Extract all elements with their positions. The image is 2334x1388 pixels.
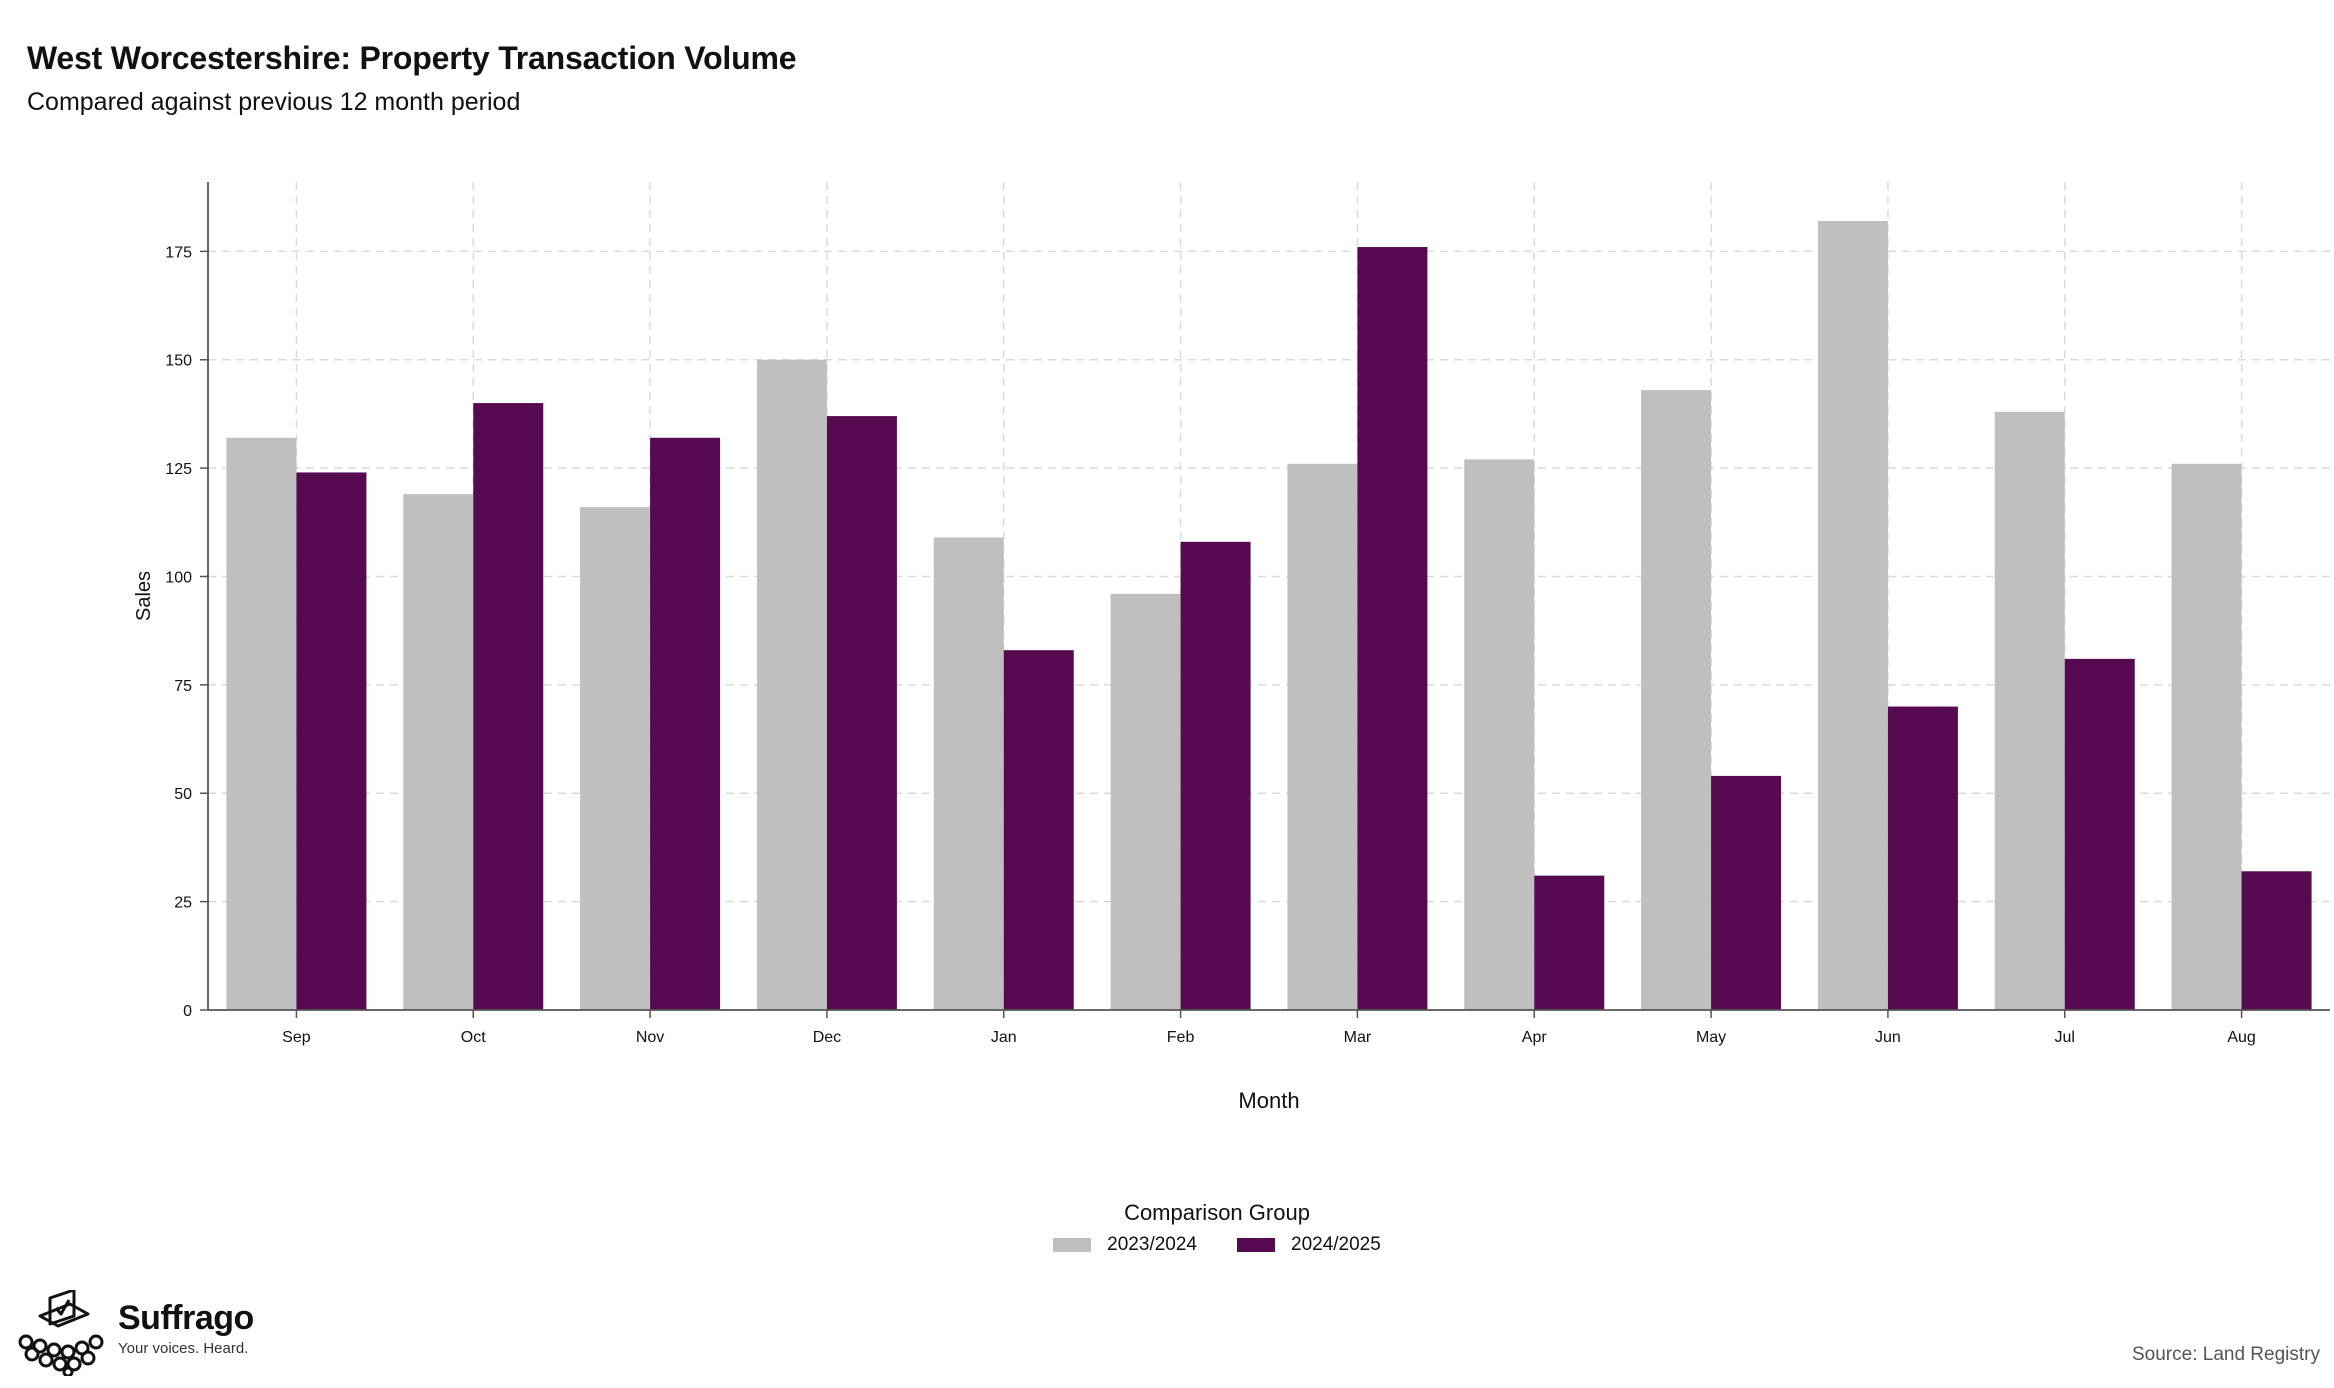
x-tick-label: Apr	[1522, 1029, 1548, 1046]
brand-name: Suffrago	[118, 1299, 254, 1337]
bar-2024-2025-jun	[1887, 706, 1958, 1010]
bar-chart: 0 25 50 75 100 125 150 175 Sep Oct Nov Dec Jan Feb Mar…	[133, 182, 2330, 1113]
bar-2024-2025-aug	[2241, 871, 2312, 1010]
y-tick-label: 125	[165, 461, 192, 478]
x-tick-label: Oct	[461, 1029, 486, 1046]
x-tick-label: Jul	[2055, 1029, 2075, 1046]
bar-2024-2025-jan	[1003, 650, 1074, 1010]
legend-swatch-2024-2025	[1237, 1238, 1275, 1252]
legend-title: Comparison Group	[1124, 1200, 1310, 1225]
x-axis-label: Month	[1238, 1088, 1299, 1113]
bar-2023-2024-jun	[1817, 221, 1888, 1011]
bar-2024-2025-dec	[826, 416, 897, 1010]
bar-2023-2024-feb	[1110, 593, 1181, 1010]
bar-2023-2024-may	[1641, 390, 1712, 1011]
bar-2024-2025-may	[1711, 775, 1782, 1010]
legend-item-2024-2025: 2024/2025	[1237, 1234, 1381, 1256]
x-tick-label: Dec	[813, 1029, 841, 1046]
y-tick-label: 150	[165, 353, 192, 370]
bar-2024-2025-mar	[1357, 247, 1428, 1010]
bar-2024-2025-nov	[650, 437, 721, 1010]
legend-label-2024-2025: 2024/2025	[1291, 1234, 1381, 1255]
y-tick-label: 50	[174, 786, 192, 803]
brand-logo: Suffrago Your voices. Heard.	[14, 1290, 254, 1376]
y-tick-label: 75	[174, 678, 192, 695]
axis-layer: 0 25 50 75 100 125 150 175 Sep Oct Nov Dec Jan Feb Mar…	[165, 182, 2330, 1046]
x-tick-label: Feb	[1167, 1029, 1195, 1046]
bar-2024-2025-jul	[2064, 658, 2135, 1010]
bar-2024-2025-apr	[1534, 875, 1605, 1010]
chart-title: West Worcestershire: Property Transactio…	[27, 40, 797, 76]
legend-label-2023-2024: 2023/2024	[1107, 1234, 1197, 1255]
ballot-box-icon	[18, 1290, 104, 1376]
y-tick-label: 25	[174, 895, 192, 912]
x-tick-label: Sep	[282, 1029, 311, 1046]
x-tick-label: Nov	[636, 1029, 664, 1046]
bar-2023-2024-nov	[580, 507, 651, 1010]
x-tick-label: Jun	[1875, 1029, 1901, 1046]
bar-2023-2024-jul	[1994, 411, 2065, 1010]
source-note: Source: Land Registry	[2132, 1344, 2320, 1365]
bar-2023-2024-jan	[933, 537, 1004, 1010]
bar-2023-2024-aug	[2171, 463, 2242, 1010]
bar-2024-2025-sep	[296, 472, 367, 1010]
legend-item-2023-2024: 2023/2024	[1053, 1234, 1197, 1256]
bar-2023-2024-sep	[226, 437, 297, 1010]
x-tick-label: Mar	[1344, 1029, 1372, 1046]
bar-layer	[226, 221, 2312, 1011]
y-axis-label: Sales	[133, 571, 155, 621]
bar-2023-2024-dec	[756, 359, 827, 1010]
y-tick-label: 100	[165, 569, 192, 586]
x-tick-label: Aug	[2227, 1029, 2255, 1046]
chart-subtitle: Compared against previous 12 month perio…	[27, 88, 521, 116]
legend-items: 2023/2024 2024/2025	[100, 1234, 2334, 1256]
bar-2023-2024-oct	[403, 494, 474, 1011]
bar-2023-2024-apr	[1464, 459, 1535, 1010]
x-tick-label: May	[1696, 1029, 1726, 1046]
legend: Comparison Group 2023/2024 2024/2025	[0, 1200, 2334, 1256]
legend-swatch-2023-2024	[1053, 1238, 1092, 1252]
y-tick-label: 0	[183, 1003, 192, 1020]
brand-tagline: Your voices. Heard.	[118, 1340, 249, 1357]
bar-2024-2025-feb	[1180, 541, 1251, 1010]
bar-2024-2025-oct	[473, 403, 544, 1011]
y-tick-label: 175	[165, 244, 192, 261]
bar-2023-2024-mar	[1287, 463, 1358, 1010]
x-tick-label: Jan	[991, 1029, 1017, 1046]
